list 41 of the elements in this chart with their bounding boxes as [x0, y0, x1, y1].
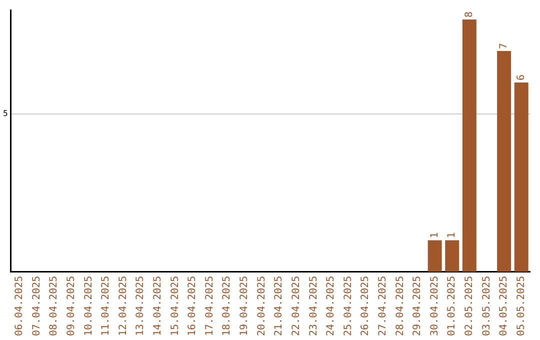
data-label: 6: [516, 74, 527, 81]
x-tick-label: 26.04.2025: [360, 276, 372, 336]
x-tick-label: 28.04.2025: [394, 276, 406, 336]
x-tick-label: 25.04.2025: [342, 276, 354, 336]
x-tick-label: 01.05.2025: [446, 276, 458, 336]
x-tick-label: 09.04.2025: [66, 276, 77, 336]
bar: [514, 82, 528, 272]
x-tick-label: 27.04.2025: [377, 276, 388, 336]
x-tick-label: 10.04.2025: [83, 276, 94, 336]
x-tick-label: 14.04.2025: [152, 276, 164, 336]
x-tick-label: 08.04.2025: [48, 276, 60, 336]
data-label: 1: [446, 232, 458, 238]
x-tick-label: 13.04.2025: [135, 276, 146, 336]
x-tick-label: 06.04.2025: [14, 276, 26, 336]
y-tick-label: 5: [2, 109, 8, 118]
bar: [445, 240, 460, 272]
x-tick-label: 15.04.2025: [170, 276, 181, 336]
x-tick-label: 20.04.2025: [256, 276, 268, 336]
x-tick-label: 23.04.2025: [308, 276, 320, 336]
x-tick-label: 07.04.2025: [31, 276, 42, 336]
x-tick-label: 02.05.2025: [464, 276, 476, 336]
data-label: 1: [429, 232, 440, 238]
data-label: 8: [464, 11, 476, 18]
bar: [497, 51, 512, 272]
bar: [462, 19, 476, 272]
x-tick-label: 29.04.2025: [412, 276, 424, 336]
bar: [428, 240, 442, 272]
x-tick-label: 11.04.2025: [100, 276, 112, 336]
data-label: 7: [498, 42, 510, 50]
x-tick-label: 18.04.2025: [222, 276, 233, 336]
x-tick-label: 30.04.2025: [429, 276, 440, 336]
x-tick-label: 21.04.2025: [274, 276, 285, 336]
x-tick-label: 12.04.2025: [118, 276, 129, 336]
x-tick-label: 03.05.2025: [481, 276, 492, 336]
x-tick-label: 22.04.2025: [290, 276, 302, 336]
x-tick-label: 19.04.2025: [239, 276, 250, 336]
x-tick-label: 17.04.2025: [204, 276, 216, 336]
x-tick-label: 16.04.2025: [187, 276, 198, 336]
x-tick-label: 24.04.2025: [326, 276, 337, 336]
x-tick-label: 05.05.2025: [516, 276, 527, 336]
x-tick-label: 04.05.2025: [498, 276, 510, 336]
